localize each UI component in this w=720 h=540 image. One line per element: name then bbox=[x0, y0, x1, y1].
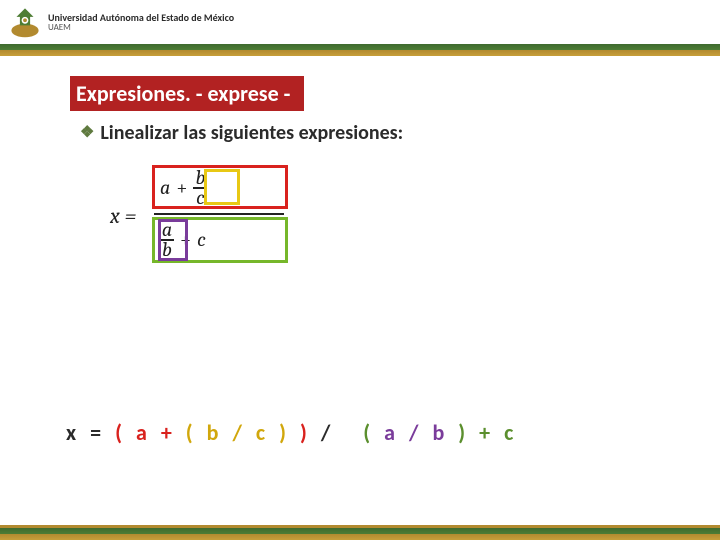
bullet-text: Linealizar las siguientes expresiones: bbox=[100, 121, 403, 145]
expr-token: + bbox=[473, 419, 498, 446]
expr-token: b bbox=[201, 419, 227, 446]
expr-token: c bbox=[498, 419, 521, 446]
header-bars bbox=[0, 44, 720, 56]
expr-token: b bbox=[426, 419, 452, 446]
highlight-yellow bbox=[204, 169, 240, 205]
slide-header: Universidad Autónoma del Estado de Méxic… bbox=[0, 0, 720, 44]
expr-token: ) bbox=[452, 419, 473, 446]
expr-token: = bbox=[84, 419, 109, 446]
section-title: Expresiones. - exprese - bbox=[70, 76, 304, 111]
slide-content: Expresiones. - exprese - ❖ Linealizar la… bbox=[0, 56, 720, 486]
expr-token: x bbox=[60, 419, 84, 446]
university-line1: Universidad Autónoma del Estado de Méxic… bbox=[48, 13, 234, 23]
university-line2: UAEM bbox=[48, 23, 234, 32]
expr-token: a bbox=[378, 419, 403, 446]
expr-token: a bbox=[130, 419, 155, 446]
expr-token: ( bbox=[180, 419, 201, 446]
university-name: Universidad Autónoma del Estado de Méxic… bbox=[48, 13, 234, 32]
footer-bars bbox=[0, 525, 720, 540]
expr-token: c bbox=[250, 419, 273, 446]
bullet-line: ❖ Linealizar las siguientes expresiones: bbox=[80, 121, 660, 145]
uaem-logo bbox=[8, 5, 42, 39]
expr-token: ) bbox=[294, 419, 315, 446]
fraction-bar bbox=[154, 213, 284, 215]
diamond-bullet-icon: ❖ bbox=[80, 122, 94, 142]
linearized-expression: x=(a+(b/c))/ (a/b)+c bbox=[60, 419, 521, 446]
expr-token bbox=[338, 419, 357, 446]
expr-token: ) bbox=[273, 419, 294, 446]
formula-area: x = a + b c a b + c bbox=[110, 163, 330, 273]
footer-bar-gold2 bbox=[0, 534, 720, 540]
expr-token: / bbox=[315, 419, 338, 446]
highlight-purple bbox=[158, 219, 188, 261]
expr-token: / bbox=[403, 419, 426, 446]
expr-token: + bbox=[155, 419, 180, 446]
expr-token: ( bbox=[357, 419, 378, 446]
formula-lhs: x = bbox=[110, 203, 136, 229]
expr-token: ( bbox=[109, 419, 130, 446]
expr-token: / bbox=[226, 419, 249, 446]
